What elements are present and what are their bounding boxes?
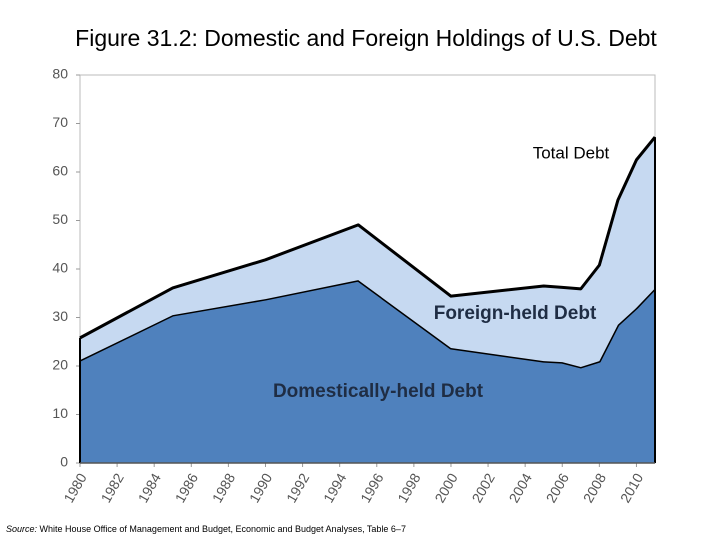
x-tick-label: 2010 [617, 470, 647, 505]
series-label: Domestically-held Debt [273, 381, 484, 402]
x-tick-label: 1990 [246, 470, 276, 505]
y-tick-label: 30 [52, 308, 68, 324]
y-tick-label: 60 [52, 163, 68, 179]
x-tick-label: 2004 [506, 470, 536, 505]
x-tick-label: 1982 [97, 470, 127, 505]
source-text: White House Office of Management and Bud… [40, 524, 406, 534]
area [80, 137, 655, 367]
x-tick-label: 1984 [135, 470, 165, 505]
y-tick-label: 10 [52, 405, 68, 421]
y-tick-label: 50 [52, 211, 68, 227]
annotation: Total Debt [533, 143, 610, 162]
y-tick-label: 0 [60, 454, 68, 470]
y-tick-label: 20 [52, 357, 68, 373]
series-label: Foreign-held Debt [434, 303, 597, 324]
source: Source: White House Office of Management… [6, 524, 406, 534]
x-tick-label: 1998 [394, 470, 424, 505]
y-tick-label: 70 [52, 114, 68, 130]
x-tick-label: 2002 [468, 470, 498, 505]
area [80, 280, 655, 463]
area-outline [79, 136, 657, 340]
x-tick-label: 1994 [320, 470, 350, 505]
source-label: Source: [6, 524, 38, 534]
x-tick-label: 1996 [357, 470, 387, 505]
y-tick-label: 80 [52, 66, 68, 82]
x-tick-label: 1986 [172, 470, 202, 505]
x-tick-label: 1992 [283, 470, 313, 505]
x-tick-label: 2008 [580, 470, 610, 505]
chart-title: Figure 31.2: Domestic and Foreign Holdin… [75, 25, 657, 51]
x-tick-label: 1980 [60, 470, 90, 505]
x-tick-label: 2000 [431, 470, 461, 505]
y-tick-label: 40 [52, 260, 68, 276]
x-tick-label: 2006 [543, 470, 573, 505]
x-tick-label: 1988 [209, 470, 239, 505]
